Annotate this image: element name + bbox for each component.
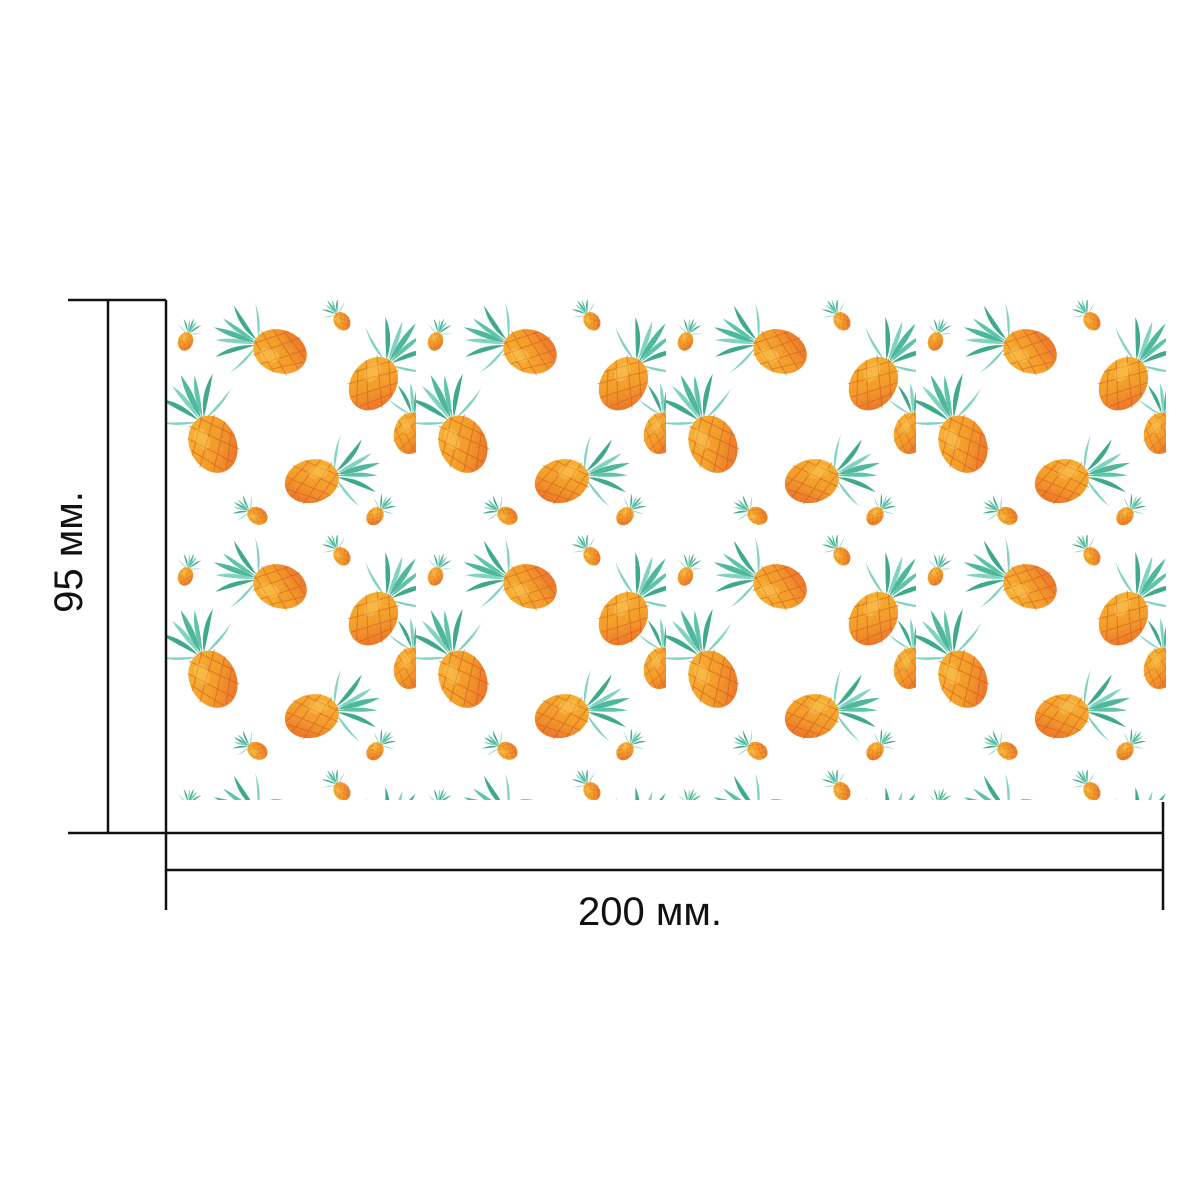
width-label: 200 мм.	[578, 890, 722, 934]
width-dimension: 200 мм.	[164, 802, 1165, 934]
pattern-swatch	[166, 300, 1166, 800]
height-dimension: 95 мм.	[47, 298, 168, 835]
pineapple-pattern-fill	[166, 300, 1166, 800]
height-label: 95 мм.	[47, 491, 91, 613]
